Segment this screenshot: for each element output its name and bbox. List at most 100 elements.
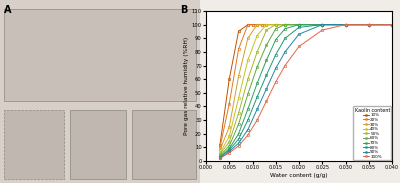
50% [255, 51, 260, 53]
20% [283, 24, 288, 26]
30% [283, 24, 288, 26]
90% [273, 67, 278, 69]
40% [246, 59, 250, 61]
70% [264, 59, 269, 61]
70% [227, 148, 232, 150]
Text: B: B [180, 5, 187, 15]
Line: 50%: 50% [219, 23, 393, 156]
10% [236, 30, 241, 33]
100% [273, 81, 278, 83]
Line: 20%: 20% [219, 23, 393, 149]
50% [320, 24, 325, 26]
Line: 10%: 10% [219, 23, 393, 146]
10% [246, 24, 250, 26]
50% [390, 24, 394, 26]
70% [283, 28, 288, 30]
80% [343, 24, 348, 26]
Line: 80%: 80% [219, 23, 393, 158]
10% [250, 24, 255, 26]
Line: 100%: 100% [219, 23, 393, 160]
10% [260, 24, 264, 26]
30% [366, 24, 371, 26]
40% [283, 24, 288, 26]
90% [297, 33, 302, 35]
10% [366, 24, 371, 26]
X-axis label: Water content (g/g): Water content (g/g) [270, 173, 328, 178]
10% [343, 24, 348, 26]
Y-axis label: Pore gas relative humidity (%RH): Pore gas relative humidity (%RH) [184, 37, 189, 135]
90% [264, 88, 269, 90]
20% [227, 103, 232, 105]
10% [320, 24, 325, 26]
100% [218, 157, 222, 159]
10% [297, 24, 302, 26]
80% [255, 96, 260, 98]
30% [255, 24, 260, 26]
50% [246, 78, 250, 80]
30% [320, 24, 325, 26]
100% [320, 29, 325, 31]
20% [255, 24, 260, 26]
Line: 90%: 90% [219, 23, 393, 160]
100% [264, 100, 269, 102]
20% [218, 146, 222, 148]
30% [343, 24, 348, 26]
60% [264, 44, 269, 46]
80% [246, 119, 250, 121]
20% [343, 24, 348, 26]
70% [390, 24, 394, 26]
30% [246, 37, 250, 39]
70% [297, 24, 302, 26]
20% [273, 24, 278, 26]
70% [218, 156, 222, 158]
20% [246, 24, 250, 26]
80% [273, 54, 278, 56]
100% [283, 64, 288, 67]
100% [343, 24, 348, 26]
80% [264, 74, 269, 76]
10% [390, 24, 394, 26]
80% [320, 24, 325, 26]
10% [283, 24, 288, 26]
30% [390, 24, 394, 26]
80% [366, 24, 371, 26]
30% [236, 75, 241, 78]
50% [227, 141, 232, 143]
20% [320, 24, 325, 26]
100% [246, 134, 250, 136]
20% [236, 48, 241, 50]
70% [246, 108, 250, 110]
60% [283, 24, 288, 26]
90% [343, 24, 348, 26]
90% [236, 142, 241, 144]
90% [366, 24, 371, 26]
Line: 60%: 60% [219, 23, 393, 157]
60% [273, 28, 278, 30]
Bar [132, 110, 196, 179]
30% [227, 126, 232, 128]
40% [297, 24, 302, 26]
40% [343, 24, 348, 26]
60% [366, 24, 371, 26]
50% [218, 153, 222, 155]
40% [264, 24, 269, 26]
Legend: 10%, 20%, 30%, 40%, 50%, 60%, 70%, 80%, 90%, 100%: 10%, 20%, 30%, 40%, 50%, 60%, 70%, 80%, … [353, 107, 391, 160]
70% [273, 39, 278, 41]
70% [236, 133, 241, 135]
80% [236, 138, 241, 140]
50% [273, 24, 278, 26]
70% [343, 24, 348, 26]
90% [255, 108, 260, 110]
60% [390, 24, 394, 26]
80% [390, 24, 394, 26]
50% [283, 24, 288, 26]
80% [283, 37, 288, 39]
40% [366, 24, 371, 26]
90% [283, 51, 288, 53]
30% [273, 24, 278, 26]
Line: 40%: 40% [219, 23, 393, 154]
70% [366, 24, 371, 26]
80% [218, 156, 222, 158]
60% [246, 93, 250, 95]
50% [236, 112, 241, 114]
